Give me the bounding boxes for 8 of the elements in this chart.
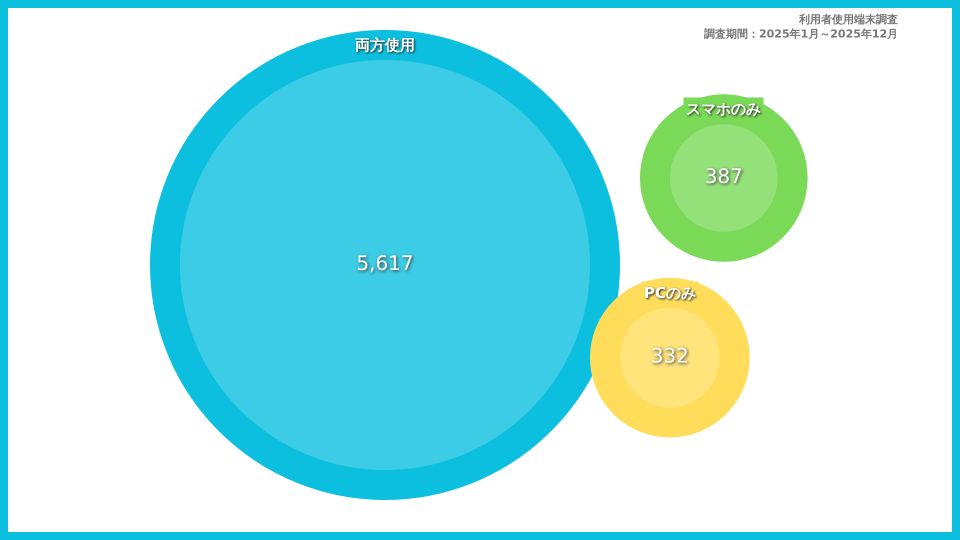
category-label: PCのみ <box>644 284 696 302</box>
data-label: 387 <box>704 164 743 188</box>
chart-title: 利用者使用端末調査 <box>799 13 898 26</box>
category-label: スマホのみ <box>686 100 761 118</box>
category-label: 両方使用 <box>355 36 415 54</box>
data-label: 5,617 <box>356 251 414 275</box>
text: 調査期間：2025年1月～2025年12月 <box>704 27 898 40</box>
data-label: 332 <box>650 344 689 368</box>
